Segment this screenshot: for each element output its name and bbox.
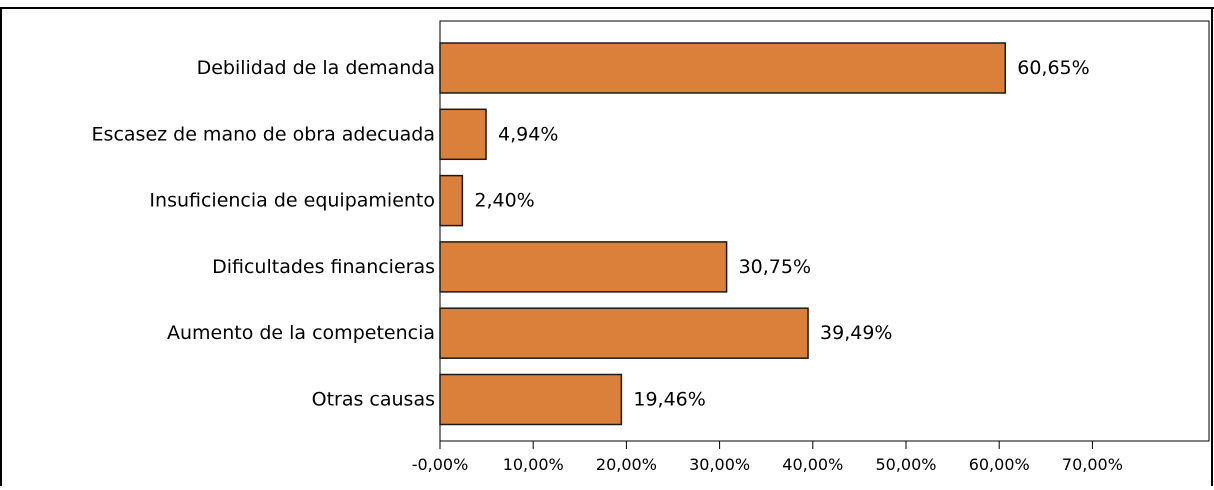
category-label: Escasez de mano de obra adecuada <box>92 123 435 145</box>
x-tick-label: 50,00% <box>875 455 936 474</box>
x-axis: -0,00% 10,00% 20,00% 30,00% 40,00% 50,00% 60,0… <box>412 441 1123 474</box>
bar-value-label: 2,40% <box>474 190 534 212</box>
bar-value-label: 60,65% <box>1017 57 1089 79</box>
bar-value-label: 30,75% <box>739 256 811 278</box>
category-label: Otras causas <box>312 389 435 411</box>
bar <box>439 307 809 359</box>
x-tick-label: 70,00% <box>1062 455 1123 474</box>
x-tick-label: -0,00% <box>412 455 469 474</box>
bar <box>439 373 623 426</box>
plot-area <box>439 20 1210 442</box>
labels-layer: 60,65% Debilidad de la demanda 4,94% Escase… <box>92 57 1090 411</box>
bar-value-label: 39,49% <box>820 322 892 344</box>
bars-layer <box>439 42 1007 426</box>
bar <box>439 108 487 161</box>
bar <box>439 42 1007 94</box>
x-tick-label: 40,00% <box>782 455 843 474</box>
x-tick-label: 20,00% <box>596 455 657 474</box>
category-label: Debilidad de la demanda <box>197 57 435 79</box>
bar-value-label: 19,46% <box>633 389 705 411</box>
x-tick-label: 30,00% <box>689 455 750 474</box>
bar-value-label: 4,94% <box>498 123 558 145</box>
category-label: Insuficiencia de equipamiento <box>149 190 435 212</box>
x-tick-label: 10,00% <box>503 455 564 474</box>
category-label: Dificultades financieras <box>212 256 435 278</box>
x-tick-label: 60,00% <box>969 455 1030 474</box>
category-label: Aumento de la competencia <box>167 322 435 344</box>
bar <box>439 241 728 293</box>
bar <box>439 174 464 227</box>
